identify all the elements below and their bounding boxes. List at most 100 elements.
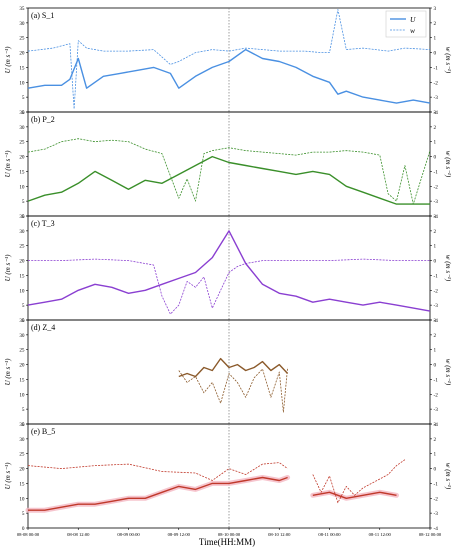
y2-axis-label: w (m s⁻¹) xyxy=(444,255,452,282)
x-tick-label: 08-12 00:00 xyxy=(419,532,442,537)
y-tick-label: 5 xyxy=(22,95,25,101)
y-tick-label: 15 xyxy=(19,65,25,71)
series-w-line xyxy=(178,367,288,413)
y-tick-label: 30 xyxy=(19,125,25,131)
y2-tick-label: -4 xyxy=(434,214,439,220)
y2-axis-label: w (m s⁻¹) xyxy=(444,151,452,178)
y-tick-label: 30 xyxy=(19,21,25,27)
y2-tick-label: -3 xyxy=(434,199,439,205)
y2-tick-label: 0 xyxy=(434,363,437,369)
y2-tick-label: -1 xyxy=(434,273,439,279)
y-tick-label: 0 xyxy=(22,110,25,116)
y2-tick-label: 2 xyxy=(434,21,437,27)
legend-w-label: w xyxy=(410,26,415,35)
y-tick-label: 35 xyxy=(19,318,25,324)
x-tick-label: 08-09 12:00 xyxy=(168,532,191,537)
y2-tick-label: 0 xyxy=(434,259,437,265)
y-tick-label: 15 xyxy=(19,273,25,279)
series-U-line xyxy=(28,476,397,511)
y2-axis-label: w (m s⁻¹) xyxy=(444,359,452,386)
y-tick-label: 20 xyxy=(19,467,25,473)
series-w-line xyxy=(27,138,431,205)
y2-tick-label: -4 xyxy=(434,318,439,324)
x-tick-label: 08-11 00:00 xyxy=(318,532,341,537)
y-tick-label: 10 xyxy=(19,184,25,190)
y-tick-label: 10 xyxy=(19,80,25,86)
y-tick-label: 15 xyxy=(19,481,25,487)
y2-tick-label: -1 xyxy=(434,169,439,175)
y2-tick-label: 3 xyxy=(434,214,437,220)
y-tick-label: 20 xyxy=(19,259,25,265)
y-tick-label: 5 xyxy=(22,511,25,517)
y2-tick-label: 2 xyxy=(434,333,437,339)
y-tick-label: 30 xyxy=(19,229,25,235)
series-U-line xyxy=(27,48,431,104)
y-tick-label: 25 xyxy=(19,244,25,250)
series-U-line xyxy=(27,230,431,312)
legend: Uw xyxy=(385,10,427,38)
y2-tick-label: -1 xyxy=(434,377,439,383)
x-axis-label: Time(HH:MM) xyxy=(199,537,255,547)
y2-tick-label: 0 xyxy=(434,155,437,161)
y2-tick-label: -2 xyxy=(434,496,439,502)
y2-tick-label: -1 xyxy=(434,481,439,487)
y-tick-label: 5 xyxy=(22,407,25,413)
y-tick-label: 35 xyxy=(19,422,25,428)
y-tick-label: 20 xyxy=(19,51,25,57)
y-tick-label: 25 xyxy=(19,452,25,458)
y-tick-label: 10 xyxy=(19,392,25,398)
y-tick-label: 35 xyxy=(19,110,25,116)
y-tick-label: 20 xyxy=(19,363,25,369)
panel-title: (b) P_2 xyxy=(31,115,55,124)
y-axis-label: U (m s⁻¹) xyxy=(4,254,12,281)
y-tick-label: 25 xyxy=(19,36,25,42)
y-tick-label: 25 xyxy=(19,348,25,354)
y-tick-label: 0 xyxy=(22,318,25,324)
panel-title: (d) Z_4 xyxy=(31,323,55,332)
y2-tick-label: -1 xyxy=(434,65,439,71)
legend-box xyxy=(385,10,427,38)
series-U-line xyxy=(27,155,430,205)
y2-tick-label: 1 xyxy=(434,140,437,146)
x-tick-label: 08-08 00:00 xyxy=(17,532,40,537)
y2-tick-label: -3 xyxy=(434,511,439,517)
y-tick-label: 0 xyxy=(22,422,25,428)
y2-tick-label: -2 xyxy=(434,184,439,190)
y-tick-label: 15 xyxy=(19,377,25,383)
y-tick-label: 0 xyxy=(22,526,25,532)
y2-tick-label: 3 xyxy=(434,422,437,428)
series-U-line xyxy=(178,357,289,378)
y2-tick-label: 2 xyxy=(434,125,437,131)
y2-tick-label: -4 xyxy=(434,110,439,116)
y2-tick-label: -4 xyxy=(434,422,439,428)
y-axis-label: U (m s⁻¹) xyxy=(4,462,12,489)
y2-tick-label: 3 xyxy=(434,110,437,116)
y-tick-label: 20 xyxy=(19,155,25,161)
y2-tick-label: 0 xyxy=(434,51,437,57)
y2-tick-label: 2 xyxy=(434,437,437,443)
panel-title: (c) T_3 xyxy=(31,219,55,228)
y-tick-label: 10 xyxy=(19,496,25,502)
y-tick-label: 5 xyxy=(22,303,25,309)
y2-tick-label: 1 xyxy=(434,244,437,250)
y2-tick-label: 0 xyxy=(434,467,437,473)
x-tick-label: 08-10 00:00 xyxy=(218,532,241,537)
y-axis-label: U (m s⁻¹) xyxy=(4,358,12,385)
y-tick-label: 35 xyxy=(19,6,25,12)
y2-tick-label: -3 xyxy=(434,303,439,309)
y2-tick-label: -4 xyxy=(434,526,439,532)
y2-tick-label: 1 xyxy=(434,452,437,458)
y2-tick-label: 2 xyxy=(434,229,437,235)
y2-tick-label: -3 xyxy=(434,95,439,101)
y2-tick-label: 3 xyxy=(434,6,437,12)
x-tick-label: 08-08 12:00 xyxy=(67,532,90,537)
series-w-line xyxy=(27,459,406,504)
y-tick-label: 30 xyxy=(19,437,25,443)
y2-tick-label: -2 xyxy=(434,392,439,398)
series-w-line xyxy=(27,9,431,110)
y-tick-label: 30 xyxy=(19,333,25,339)
